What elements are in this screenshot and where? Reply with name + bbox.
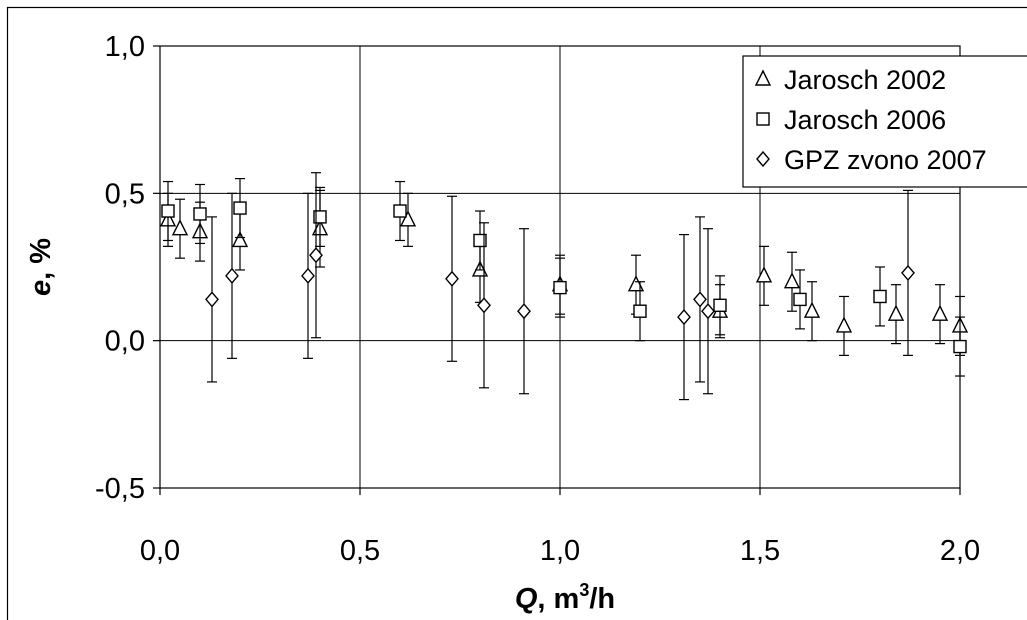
- x-axis-unit-superscript: 3: [579, 580, 589, 600]
- data-point-diamond: [901, 264, 915, 281]
- series-square: [161, 178, 967, 377]
- data-point-square: [393, 204, 407, 218]
- data-point-diamond: [517, 303, 531, 320]
- data-point-diamond: [693, 291, 707, 308]
- x-axis-variable: Q: [515, 583, 538, 615]
- legend-box: [742, 55, 1027, 188]
- data-point-square: [713, 298, 727, 313]
- data-point-diamond: [677, 309, 691, 326]
- legend-label: Jarosch 2002: [784, 65, 946, 95]
- data-point-square: [793, 292, 807, 307]
- y-axis-unit: , %: [25, 238, 57, 280]
- chart-border: [6, 6, 1027, 620]
- x-tick-label: 1,0: [540, 535, 580, 567]
- y-tick-label: 1,0: [105, 31, 145, 63]
- data-point-diamond: [477, 297, 491, 314]
- data-point-triangle: [399, 210, 417, 227]
- series-triangle: [159, 189, 969, 356]
- x-axis-title: Q, m3/h: [515, 580, 615, 615]
- legend-marker-triangle: [754, 69, 772, 86]
- data-point-triangle: [931, 304, 949, 321]
- legend-label: Jarosch 2006: [784, 105, 946, 135]
- data-point-square: [313, 210, 327, 224]
- data-point-square: [233, 201, 247, 215]
- data-point-square: [873, 289, 887, 304]
- x-axis-unit-suffix: /h: [589, 583, 615, 615]
- legend-label: GPZ zvono 2007: [784, 145, 987, 175]
- data-point-diamond: [205, 291, 219, 308]
- data-point-triangle: [887, 304, 905, 321]
- data-point-diamond: [701, 303, 715, 320]
- x-axis-unit-prefix: , m: [537, 583, 579, 615]
- y-tick-label: -0,5: [95, 473, 145, 505]
- y-axis-title: e, %: [25, 238, 57, 296]
- legend-items: Jarosch 2002 Jarosch 2006 GPZ zvono 2007: [754, 65, 987, 175]
- data-point-square: [193, 207, 207, 221]
- data-point-triangle: [835, 316, 853, 333]
- data-point-triangle: [803, 301, 821, 318]
- data-point-triangle: [783, 272, 801, 289]
- data-point-triangle: [231, 230, 249, 248]
- data-point-diamond: [445, 270, 459, 287]
- data-point-triangle: [755, 266, 773, 283]
- data-point-square: [553, 280, 567, 295]
- y-tick-label: 0,0: [105, 326, 145, 358]
- x-tick-label: 0,5: [340, 535, 380, 567]
- data-point-square: [953, 339, 967, 354]
- legend-marker-diamond: [756, 150, 770, 168]
- axis-ticks: 0,0 0,5 1,0 1,5 2,0 -0,5 0,0 0,5 1,0: [95, 31, 980, 567]
- data-point-diamond: [309, 247, 323, 264]
- y-tick-label: 0,5: [105, 178, 145, 210]
- series-diamond: [205, 172, 915, 401]
- data-point-square: [161, 204, 175, 218]
- data-point-triangle: [627, 275, 645, 292]
- x-tick-label: 1,5: [740, 535, 780, 567]
- data-point-diamond: [301, 267, 315, 284]
- data-point-diamond: [225, 267, 239, 284]
- data-series: [159, 172, 969, 401]
- data-point-square: [633, 304, 647, 318]
- legend: Jarosch 2002 Jarosch 2006 GPZ zvono 2007: [742, 55, 1027, 188]
- x-tick-label: 0,0: [140, 535, 180, 567]
- data-point-square: [473, 233, 487, 248]
- data-point-triangle: [171, 219, 189, 236]
- y-axis-variable: e: [25, 280, 57, 296]
- legend-marker-square: [756, 112, 770, 126]
- x-tick-label: 2,0: [940, 535, 980, 567]
